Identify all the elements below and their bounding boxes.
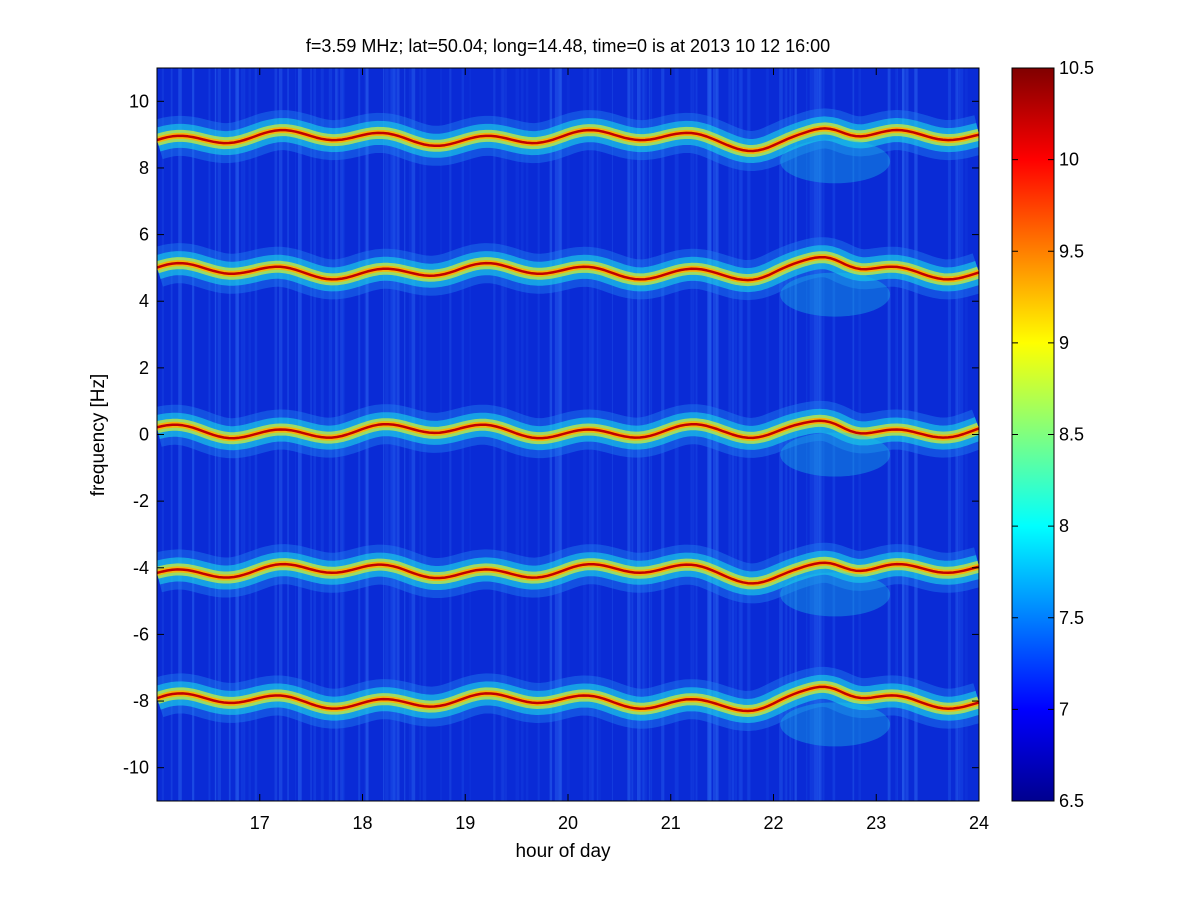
colorbar-ticks: 6.5 7 7.5 8 8.5 9 9.5 10 10.5: [1012, 58, 1094, 811]
colorbar-tick-label: 6.5: [1059, 791, 1084, 811]
x-tick-label: 24: [969, 813, 989, 833]
x-axis: 17 18 19 20 21 22 23 24: [250, 68, 989, 833]
noise-stripe: [817, 68, 820, 801]
x-tick-label: 23: [866, 813, 886, 833]
colorbar-gradient: [1011, 67, 1055, 802]
y-tick-label: -10: [123, 758, 149, 778]
x-axis-label: hour of day: [515, 841, 611, 862]
noise-stripe: [814, 68, 818, 801]
band-0-plume: [780, 139, 891, 184]
colorbar: 6.5 7 7.5 8 8.5 9 9.5 10 10.5: [1011, 58, 1094, 811]
colorbar-tick-label: 10: [1059, 150, 1079, 170]
colorbar-tick-label: 8: [1059, 516, 1069, 536]
y-tick-label: 6: [139, 225, 149, 245]
colorbar-tick-label: 7.5: [1059, 608, 1084, 628]
y-tick-label: 8: [139, 158, 149, 178]
y-tick-label: 2: [139, 358, 149, 378]
band-4-plume: [780, 702, 891, 747]
y-tick-label: 10: [129, 91, 149, 111]
band-3-plume: [780, 572, 891, 617]
y-tick-label: 0: [139, 425, 149, 445]
colorbar-tick-label: 9.5: [1059, 241, 1084, 261]
y-axis-label: frequency [Hz]: [88, 374, 109, 497]
band-3-layer: [157, 561, 979, 585]
noise-stripe: [822, 68, 825, 801]
band-2-layer: [157, 419, 979, 440]
band-1-layer: [157, 255, 979, 282]
band-4-layer: [157, 685, 979, 713]
band-0-layer: [157, 127, 979, 153]
noise-stripe: [809, 68, 812, 801]
y-tick-label: -2: [133, 491, 149, 511]
x-tick-label: 17: [250, 813, 270, 833]
colorbar-tick-label: 9: [1059, 333, 1069, 353]
y-tick-label: -8: [133, 691, 149, 711]
y-axis: -10 -8 -6 -4 -2 0 2 4 6 8 10: [123, 91, 979, 778]
y-tick-label: -6: [133, 624, 149, 644]
noise-stripe: [817, 68, 821, 801]
x-tick-label: 19: [455, 813, 475, 833]
noise-stripe: [811, 68, 815, 801]
band-2-plume: [780, 432, 891, 477]
plot-area: [156, 67, 980, 802]
colorbar-tick-label: 7: [1059, 699, 1069, 719]
y-tick-label: 4: [139, 291, 149, 311]
noise-stripe: [809, 68, 812, 801]
x-tick-label: 21: [661, 813, 681, 833]
chart-title: f=3.59 MHz; lat=50.04; long=14.48, time=…: [306, 36, 830, 56]
x-tick-label: 18: [352, 813, 372, 833]
signal-bands: [157, 108, 979, 747]
noise-stripe: [818, 68, 821, 801]
x-tick-label: 20: [558, 813, 578, 833]
y-tick-label: -4: [133, 558, 149, 578]
colorbar-tick-label: 10.5: [1059, 58, 1094, 78]
band-1-plume: [780, 272, 891, 317]
x-tick-label: 22: [763, 813, 783, 833]
colorbar-tick-label: 8.5: [1059, 425, 1084, 445]
noise-stripe: [819, 68, 822, 801]
